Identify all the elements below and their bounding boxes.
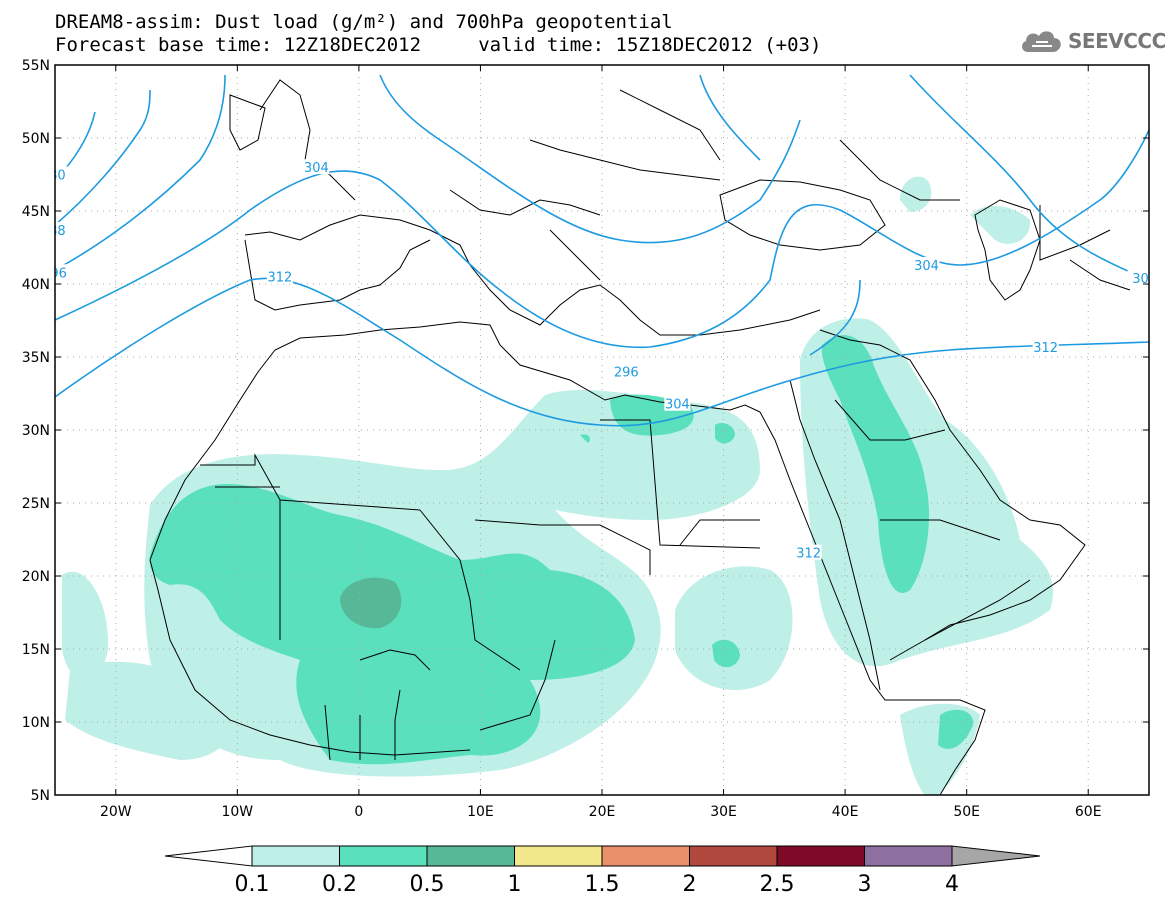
colorbar-min-arrow [164,845,253,867]
lon-tick-label: 10E [467,804,494,820]
lon-tick-label: 20E [589,804,616,820]
colorbar-segment [426,845,515,867]
contour-label: 80 [49,169,66,184]
lat-tick-label: 30N [22,423,50,439]
contour-label-bg [613,363,640,379]
colorbar-label: 0.5 [409,872,445,897]
geopotential-contours [55,74,1149,427]
axis-labels: 20W 10W 0 10E 20E 30E 40E 50E 60E 5N 10N 15N 20N 25N 3… [22,58,1102,820]
contour-label: 96 [50,266,67,281]
colorbar [164,845,1041,867]
colorbar-segment [339,845,428,867]
contour-label: 312 [1033,341,1058,356]
axis-ticks [55,64,1149,796]
colorbar-segment [776,845,865,867]
contour-label-bg [266,268,293,284]
dust-field-dark [340,577,402,629]
colorbar-label: 3 [857,872,872,897]
graticule [55,65,1149,795]
cloud-icon [1022,31,1061,52]
colorbar-label: 2 [682,872,697,897]
lon-tick-label: 60E [1075,804,1102,820]
contour-label-bg [55,166,71,182]
colorbar-label: 1 [507,872,522,897]
lon-tick-label: 40E [832,804,859,820]
contour-label-bg [55,264,72,280]
contour-label-bg [795,544,822,560]
lat-tick-label: 25N [22,496,50,512]
lat-tick-label: 5N [31,788,50,804]
lat-tick-label: 35N [22,350,50,366]
contour-label-bg [664,395,691,411]
forecast-time-subtitle: Forecast base time: 12Z18DEC2012 valid t… [55,34,822,56]
lon-tick-label: 20W [100,804,132,820]
contour-label: 88 [49,224,66,239]
contour-label-bg [1032,338,1059,354]
lat-tick-label: 50N [22,131,50,147]
lat-tick-label: 40N [22,277,50,293]
contour-label: 30 [1132,272,1149,287]
lon-tick-label: 30E [710,804,737,820]
colorbar-label: 1.5 [584,872,620,897]
colorbar-label: 0.2 [322,872,357,897]
colorbar-segment [601,845,690,867]
colorbar-segment [514,845,603,867]
contour-label-group: 304 312 296 304 312 312 304 30 80 88 96 [49,159,1149,562]
lon-tick-label: 10W [221,804,253,820]
colorbar-segment [251,845,340,867]
contour-label: 304 [304,161,329,176]
contour-label: 304 [665,398,690,413]
contour-label: 296 [614,366,639,381]
contour-label-bg [55,221,71,237]
contour-label-bg [1127,270,1149,286]
contour-label: 312 [267,271,292,286]
colorbar-label: 4 [945,872,959,897]
contour-label: 312 [796,547,821,562]
map-title: DREAM8-assim: Dust load (g/m²) and 700hP… [55,11,673,33]
lat-tick-label: 45N [22,204,50,220]
lon-tick-label: 0 [354,804,363,820]
colorbar-segment [864,845,953,867]
lat-tick-label: 20N [22,569,50,585]
colorbar-label: 2.5 [759,872,795,897]
colorbar-label: 0.1 [234,872,270,897]
contour-label-bg [913,257,940,273]
lon-tick-label: 50E [953,804,980,820]
lat-tick-label: 55N [22,58,50,74]
logo-text: SEEVCCC [1068,29,1165,53]
contour-label: 304 [914,259,939,274]
contour-label-bg [303,159,330,175]
lat-tick-label: 10N [22,715,50,731]
dust-field-medium [149,335,974,765]
seevccc-logo: SEEVCCC [1018,26,1165,56]
colorbar-segment [689,845,778,867]
colorbar-max-arrow [951,845,1041,867]
lat-tick-label: 15N [22,642,50,658]
